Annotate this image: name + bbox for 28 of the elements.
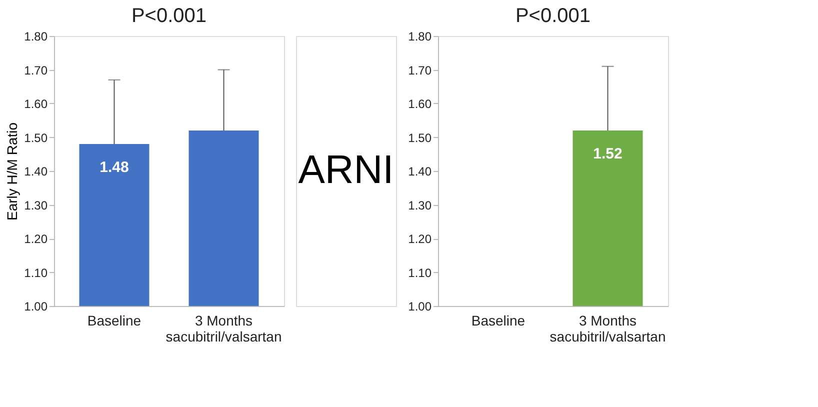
chart-title: P<0.001 (515, 5, 591, 27)
x-tick-label: Baseline (471, 312, 526, 328)
y-axis-title: Early H/M Ratio (4, 122, 20, 221)
y-tick-label: 1.50 (24, 130, 48, 145)
y-tick-label: 1.40 (408, 164, 432, 178)
text: ARNI (298, 148, 394, 192)
y-tick-label: 1.80 (24, 30, 48, 44)
y-tick-label: 1.30 (408, 198, 432, 212)
y-tick-label: 1.30 (24, 198, 48, 212)
y-tick-label: 1.20 (408, 232, 432, 246)
y-tick-label: 1.00 (24, 300, 48, 314)
y-tick-label: 1.80 (408, 30, 432, 44)
y-tick-label: 1.20 (24, 232, 48, 246)
y-tick-label: 1.40 (24, 164, 48, 178)
y-tick-label: 1.10 (408, 266, 432, 280)
y-tick-label: 1.70 (24, 63, 48, 78)
data-label: 1.52 (593, 146, 622, 162)
y-tick-label: 1.50 (408, 130, 432, 145)
y-tick-label: 1.70 (408, 63, 432, 78)
y-tick-label: 1.10 (24, 266, 48, 280)
y-tick-label: 1.00 (408, 300, 432, 314)
chart-title: P<0.001 (131, 5, 207, 27)
x-tick-label: 3 Months sacubitril/valsartan (550, 312, 666, 344)
y-tick-label: 1.60 (408, 97, 432, 111)
x-tick-label: 3 Months sacubitril/valsartan (166, 312, 282, 344)
x-tick-label: Baseline (87, 312, 142, 328)
y-tick-label: 1.60 (24, 97, 48, 111)
data-label: 1.48 (100, 159, 129, 176)
